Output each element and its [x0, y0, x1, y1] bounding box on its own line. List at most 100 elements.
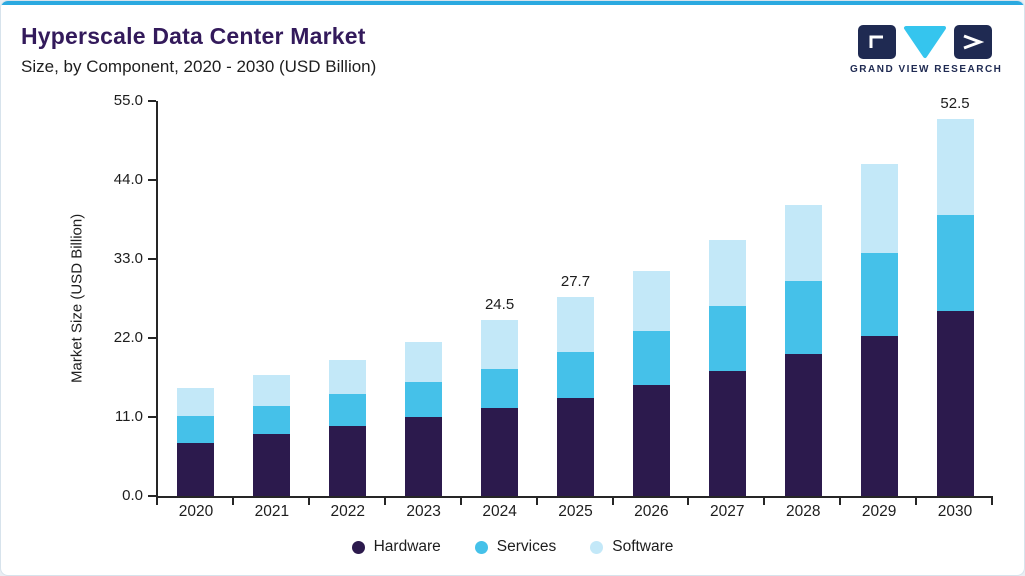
bar-segment-services-2030 [936, 215, 974, 311]
bar-segment-services-2024 [481, 368, 519, 409]
bar-column-2030: 52.5 [917, 95, 993, 496]
bar-segment-software-2025 [556, 297, 594, 353]
bar-segment-hardware-2024 [481, 408, 519, 496]
bar-column-2022 [310, 101, 386, 496]
bar-segment-software-2026 [632, 270, 670, 331]
bar-2023 [405, 341, 443, 496]
bar-column-2021 [234, 101, 310, 496]
bar-segment-hardware-2028 [784, 353, 822, 496]
bar-2022 [329, 359, 367, 496]
x-axis-label-2020: 2020 [178, 503, 214, 520]
legend-item-software: Software [590, 538, 673, 556]
x-tick-mark [383, 498, 386, 505]
logo-text: GRAND VIEW RESEARCH [850, 64, 1003, 75]
bar-2021 [253, 374, 291, 496]
y-tick-label: 0.0 [122, 487, 143, 504]
y-tick-mark [148, 495, 156, 497]
bar-2024 [481, 320, 519, 496]
legend-item-hardware: Hardware [351, 538, 441, 556]
bar-column-2027 [689, 101, 765, 496]
legend-label-services: Services [496, 538, 557, 555]
legend-swatch-hardware [351, 540, 365, 554]
x-axis-label-2030: 2030 [937, 503, 973, 520]
bar-segment-services-2020 [177, 416, 215, 443]
bar-segment-services-2027 [708, 306, 746, 371]
bar-segment-hardware-2030 [936, 310, 974, 496]
bar-segment-software-2023 [405, 341, 443, 382]
chart-subtitle: Size, by Component, 2020 - 2030 (USD Bil… [21, 57, 377, 76]
y-tick-label: 44.0 [113, 171, 143, 188]
bar-segment-software-2027 [708, 240, 746, 307]
legend-item-services: Services [474, 538, 557, 556]
top-accent-bar [1, 1, 1024, 5]
x-axis-label-2021: 2021 [254, 503, 290, 520]
bar-value-label-2025: 27.7 [560, 273, 591, 291]
y-tick-label: 22.0 [113, 329, 143, 346]
bar-segment-software-2024 [481, 320, 519, 369]
x-axis-label-2027: 2027 [710, 503, 745, 520]
x-axis-label-2026: 2026 [634, 503, 669, 520]
bar-column-2025: 27.7 [538, 101, 614, 496]
bar-segment-software-2020 [177, 387, 215, 417]
bar-2027 [708, 240, 746, 496]
bar-segment-hardware-2020 [177, 442, 215, 496]
y-tick-mark [148, 100, 156, 102]
bar-segment-hardware-2021 [253, 433, 291, 496]
bar-segment-hardware-2022 [329, 425, 367, 496]
bar-segment-services-2021 [253, 405, 291, 434]
page-title: Hyperscale Data Center Market [21, 23, 366, 49]
y-tick-mark [148, 258, 156, 260]
bar-2026 [632, 270, 670, 496]
x-tick-mark [915, 498, 918, 505]
bar-segment-software-2030 [936, 119, 974, 216]
bar-segment-hardware-2026 [632, 385, 670, 496]
y-tick-label: 55.0 [113, 92, 143, 109]
bar-segment-services-2025 [556, 352, 594, 398]
bar-column-2028 [765, 101, 841, 496]
x-tick-mark [156, 498, 158, 505]
bar-value-label-2024: 24.5 [484, 296, 515, 314]
bar-value-label-2030: 52.5 [940, 95, 970, 113]
bar-2028 [784, 205, 822, 496]
bar-segment-services-2026 [632, 330, 670, 386]
y-axis-title: Market Size (USD Billion) [68, 213, 86, 384]
bar-segment-hardware-2029 [860, 335, 898, 496]
bar-column-2023 [386, 101, 462, 496]
bar-segment-software-2028 [784, 205, 822, 281]
y-axis-tick-container: 0.0 11.0 22.0 33.0 44.0 55.0 [91, 92, 156, 504]
x-axis-labels: 2020 2021 2022 2023 2024 2025 2026 2027 2028 2029… [158, 503, 993, 521]
logo-mark-icon [850, 25, 1000, 59]
bar-2020 [177, 387, 215, 496]
x-tick-mark [307, 498, 310, 505]
bar-segment-services-2028 [784, 280, 822, 354]
bar-segment-hardware-2027 [708, 371, 746, 496]
bar-segment-hardware-2025 [556, 397, 594, 496]
grand-view-research-logo: GRAND VIEW RESEARCH [850, 25, 1003, 75]
x-tick-mark [231, 498, 234, 505]
x-axis-label-2024: 2024 [482, 503, 517, 520]
x-tick-mark [687, 498, 690, 505]
bar-column-2026 [613, 101, 689, 496]
x-tick-mark [611, 498, 614, 505]
plot-area: 24.5 27.7 52.5 [156, 95, 993, 498]
y-tick-mark [148, 337, 156, 339]
x-tick-mark [991, 498, 993, 505]
x-axis-label-2025: 2025 [558, 503, 593, 520]
legend-swatch-software [590, 540, 604, 554]
legend: Hardware Services Software [1, 538, 1024, 556]
bar-segment-services-2029 [860, 253, 898, 336]
x-axis-label-2028: 2028 [785, 503, 821, 520]
bar-column-2029 [841, 101, 917, 496]
x-tick-mark [459, 498, 462, 505]
x-tick-mark [839, 498, 842, 505]
bar-column-2020 [158, 101, 234, 496]
bar-segment-services-2023 [405, 381, 443, 417]
x-tick-mark [535, 498, 538, 505]
bar-segment-hardware-2023 [405, 417, 443, 496]
legend-label-software: Software [612, 538, 674, 555]
x-axis-tick-container [156, 498, 993, 505]
bar-segment-software-2021 [253, 374, 291, 406]
x-tick-mark [763, 498, 766, 505]
bar-segment-services-2022 [329, 394, 367, 426]
